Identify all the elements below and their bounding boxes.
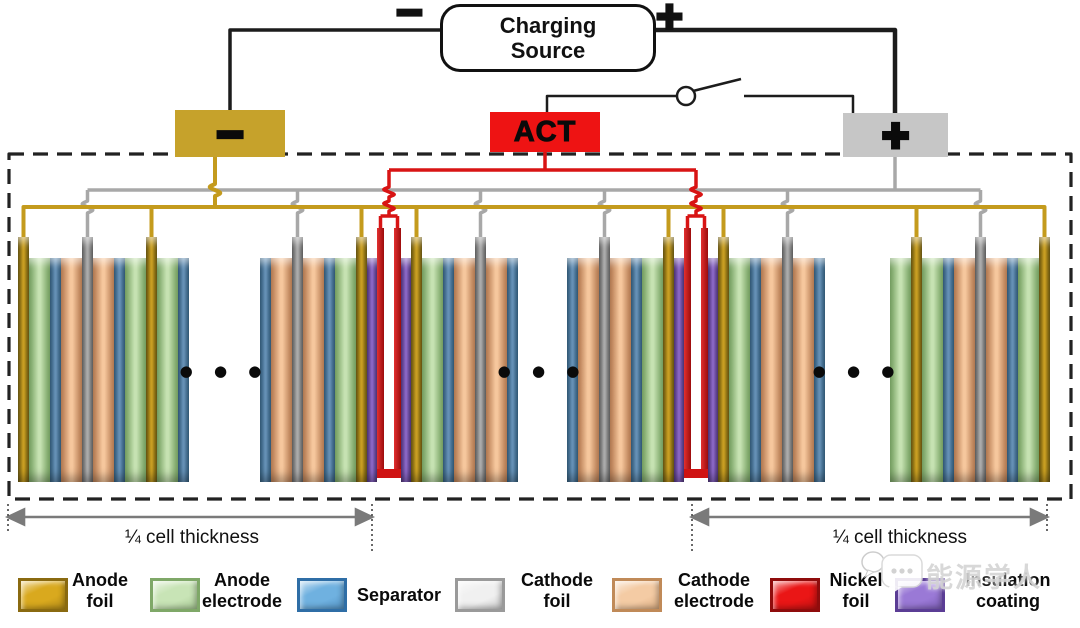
legend-swatch-anode-foil [18,578,68,612]
dimension-label-right: ¼ cell thickness [832,527,968,548]
charging-source-label-line1: Charging [499,13,597,38]
legend-swatch-separator [297,578,347,612]
legend-label-separator: Separator [356,585,442,605]
positive-terminal: + [843,109,948,161]
dimension-label-left: ¼ cell thickness [124,527,260,548]
act-label: ACT [513,115,577,148]
negative-terminal: − [175,107,285,160]
charging-source-box: Charging Source [440,4,656,72]
legend-label-cathode-foil: Cathode foil [521,570,593,611]
legend-label-anode-electrode: Anode electrode [201,570,283,611]
legend-label-cathode-electrode: Cathode electrode [673,570,755,611]
charging-source-label-line2: Source [510,38,586,63]
negative-terminal-symbol: − [215,107,246,160]
legend-swatch-anode-electrode [150,578,200,612]
legend-swatch-nickel-foil [770,578,820,612]
watermark: 能源学人 [860,546,1042,604]
legend-swatch-cathode-foil [455,578,505,612]
positive-terminal-symbol: + [880,109,911,161]
legend-label-insulation-coating: Insulation coating [965,570,1051,611]
legend-swatch-cathode-electrode [612,578,662,612]
legend-label-anode-foil: Anode foil [72,570,128,611]
watermark-text: 能源学人 [926,562,1042,593]
chat-bubbles-icon [861,551,923,598]
act-box: ACT [490,112,600,152]
